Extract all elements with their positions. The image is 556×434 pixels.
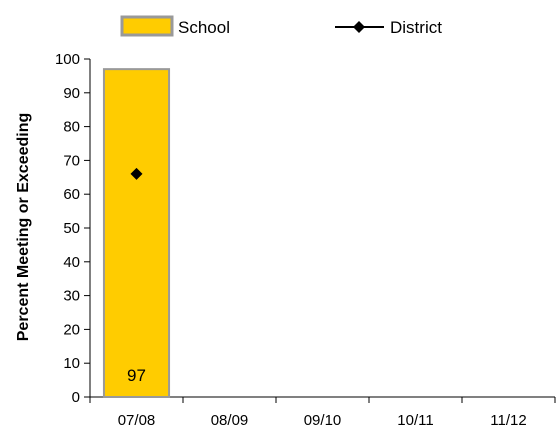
y-tick-label: 40 [63, 254, 80, 271]
y-tick-label: 10 [63, 355, 80, 372]
y-tick-label: 0 [72, 389, 80, 406]
school-bar [102, 68, 171, 398]
y-ticks: 0 10 20 30 40 50 60 70 80 90 100 [55, 51, 90, 406]
x-tick-label: 11/12 [490, 412, 526, 429]
legend-district-marker [353, 21, 365, 33]
data-labels: 97 [127, 366, 146, 385]
bar-data-label: 97 [127, 366, 146, 385]
y-tick-label: 90 [63, 85, 80, 102]
district-markers [130, 167, 143, 180]
y-tick-label: 20 [63, 321, 80, 338]
bars [102, 68, 171, 398]
y-tick-label: 80 [63, 119, 80, 136]
x-tick-label: 08/09 [211, 412, 249, 429]
legend: School District [120, 15, 442, 37]
x-tick-label: 09/10 [304, 412, 342, 429]
x-ticks: 07/08 08/09 09/10 10/11 11/12 [89, 397, 556, 429]
legend-school-label: School [178, 18, 230, 37]
y-tick-label: 100 [55, 51, 80, 68]
legend-school-swatch [120, 15, 174, 37]
x-tick-label: 10/11 [397, 412, 433, 429]
y-tick-label: 70 [63, 152, 80, 169]
y-axis-label: Percent Meeting or Exceeding [15, 113, 32, 342]
y-tick-label: 50 [63, 220, 80, 237]
district-marker [130, 167, 143, 180]
y-tick-label: 30 [63, 288, 80, 305]
legend-district-label: District [390, 18, 442, 37]
x-tick-label: 07/08 [118, 412, 156, 429]
y-tick-label: 60 [63, 186, 80, 203]
